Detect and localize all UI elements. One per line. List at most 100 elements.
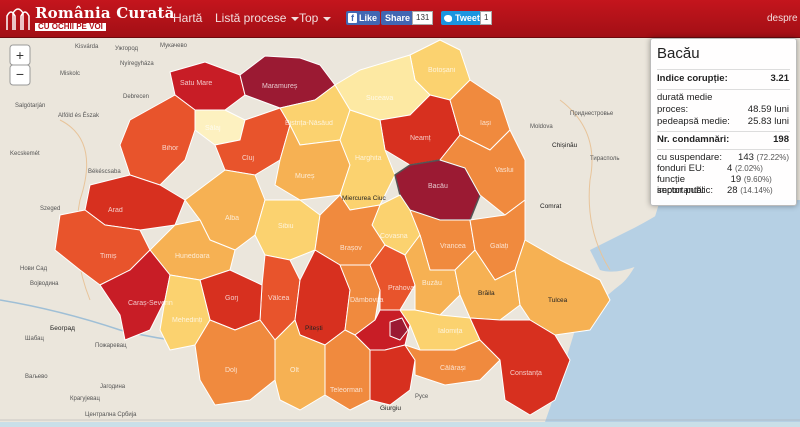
label-uzhhorod: Ужгород <box>115 46 139 52</box>
county-labels: Satu Mare Maramureș Botoșani Suceava Săl… <box>100 67 568 412</box>
nav-harta-label: Hartă <box>173 11 203 25</box>
label-timis: Timiș <box>100 253 117 260</box>
label-caras: Caraș-Severin <box>128 300 173 307</box>
fb-like-label: Like <box>359 13 378 23</box>
label-cluj: Cluj <box>242 155 255 162</box>
surrounding-place-labels: Ужгород Мукачево Nyíregyháza Kisvárda Mi… <box>10 43 620 418</box>
label-kisvarda: Kisvárda <box>75 44 99 50</box>
zoom-out-icon: − <box>16 66 24 82</box>
label-salaj: Sălaj <box>205 125 221 132</box>
info-county-name: Bacău <box>657 45 700 62</box>
label-salgotarjan: Salgótarján <box>15 103 45 109</box>
label-chisinau: Chișinău <box>552 142 578 149</box>
brand-logo-icon <box>6 8 30 30</box>
label-mukacheve: Мукачево <box>160 43 188 49</box>
twitter-bird-icon <box>444 14 452 22</box>
label-vojvodina: Војводина <box>30 281 59 287</box>
label-novisad: Нови Сад <box>20 266 48 272</box>
county-bihor[interactable] <box>119 94 196 186</box>
label-sibiu: Sibiu <box>278 223 294 230</box>
black-sea <box>545 200 800 422</box>
county-prahova[interactable] <box>369 244 416 311</box>
label-constanta: Constanța <box>510 370 542 377</box>
durata-label-line1: durată medie <box>657 92 713 103</box>
zoom-out-button[interactable] <box>9 64 31 86</box>
label-calarasi: Călărași <box>440 365 466 372</box>
indice-value: 3.21 <box>770 73 790 84</box>
label-prahova: Prahova <box>388 285 414 292</box>
county-sibiu[interactable] <box>254 199 321 261</box>
facebook-share-button[interactable]: Share <box>381 11 415 25</box>
suspendare-value: 143 <box>738 152 754 163</box>
label-satu-mare: Satu Mare <box>180 80 212 87</box>
brand-logo-link[interactable]: România Curată CU OCHII PE VOI <box>4 3 175 33</box>
county-polygons <box>54 39 611 416</box>
county-giurgiu[interactable] <box>369 344 416 406</box>
fonduri-value: 4 <box>727 163 733 174</box>
row-durata: proces: 48.59 luni <box>657 104 789 115</box>
pedeapsa-label: pedeapsă medie: <box>657 116 730 127</box>
facebook-like-button[interactable]: f Like <box>346 11 381 25</box>
label-hunedoara: Hunedoara <box>175 253 210 260</box>
row-suspendare: cu suspendare: 143 (72.22%) <box>657 152 789 163</box>
pedeapsa-unit: luni <box>774 116 789 127</box>
label-moldova: Moldova <box>530 124 553 130</box>
label-ruse: Русе <box>415 394 429 400</box>
label-vaslui: Vaslui <box>495 167 514 174</box>
nav-lista-procese-dropdown[interactable]: Listă procese <box>215 0 300 37</box>
county-harghita[interactable] <box>339 109 396 211</box>
label-pozarevac: Пожаревац <box>95 343 127 349</box>
tweet-count: 1 <box>480 11 493 25</box>
facebook-icon: f <box>348 13 357 23</box>
label-valcea: Vâlcea <box>268 295 290 302</box>
label-centralna-srbija: Централна Србија <box>85 412 137 418</box>
label-jagodina: Јагодина <box>100 384 126 390</box>
nav-harta[interactable]: Hartă <box>173 0 202 37</box>
county-calarasi[interactable] <box>404 339 501 386</box>
label-brasov: Brașov <box>340 245 362 252</box>
label-pitesti: Pitești <box>305 325 323 332</box>
label-eszak: Alföld és Észak <box>58 112 100 119</box>
label-giurgiu: Giurgiu <box>380 405 401 412</box>
label-botosani: Botoșani <box>428 67 456 74</box>
row-indice: Indice corupție: 3.21 <box>657 73 789 84</box>
fonduri-pct: (2.02%) <box>734 164 763 173</box>
label-teleorman: Teleorman <box>330 387 363 394</box>
nav-despre[interactable]: despre / <box>767 13 798 61</box>
label-arad: Arad <box>108 207 123 214</box>
divider <box>657 131 790 132</box>
county-bucuresti[interactable] <box>389 317 409 341</box>
label-gorj: Gorj <box>225 295 239 302</box>
label-bekescsaba: Békéscsaba <box>88 169 121 175</box>
fonduri-label: fonduri EU: <box>657 163 705 174</box>
label-valjevo: Ваљево <box>25 374 48 380</box>
row-fonduri: fonduri EU: 4 (2.02%) <box>657 163 789 174</box>
label-covasna: Covasna <box>380 233 408 240</box>
pedeapsa-value: 25.83 <box>747 116 772 127</box>
label-comrat: Comrat <box>540 203 562 210</box>
nav-top-dropdown[interactable]: Top <box>299 0 332 37</box>
label-kecskemet: Kecskemét <box>10 151 40 157</box>
road-line <box>559 99 611 271</box>
label-iasi: Iași <box>480 120 491 127</box>
label-maramures: Maramureș <box>262 83 298 90</box>
nr-condamnari-value: 198 <box>773 134 789 145</box>
brand-subtitle: CU OCHII PE VOI <box>35 22 106 31</box>
label-ialomita: Ialomița <box>438 328 463 335</box>
label-harghita: Harghita <box>355 155 382 162</box>
tweet-button[interactable]: Tweet <box>441 11 485 25</box>
brand-title: România Curată <box>35 3 175 22</box>
fb-share-label: Share <box>385 13 411 23</box>
chevron-down-icon <box>323 16 332 21</box>
label-bistrita: Bistrița-Năsăud <box>285 120 333 127</box>
label-nyiregyhaza: Nyíregyháza <box>120 61 154 67</box>
indice-label: Indice corupție: <box>657 73 728 84</box>
county-constanta[interactable] <box>469 317 571 416</box>
top-navbar: România Curată CU OCHII PE VOI Hartă Lis… <box>0 0 800 61</box>
label-braila: Brăila <box>478 290 495 297</box>
label-tulcea: Tulcea <box>548 297 568 304</box>
label-olt: Olt <box>290 367 299 374</box>
row-sector: sector public: 28 (14.14%) <box>657 185 789 196</box>
label-kragujevac: Крагујевац <box>70 396 100 402</box>
row-pedeapsa: pedeapsă medie: 25.83 luni <box>657 116 789 127</box>
